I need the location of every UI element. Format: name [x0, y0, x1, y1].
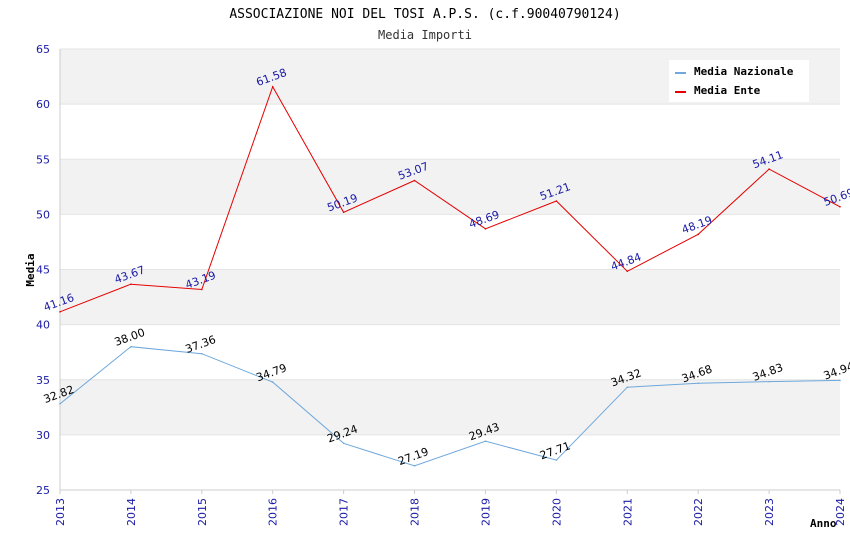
grid-band	[60, 379, 840, 435]
y-tick-label: 55	[36, 153, 50, 166]
data-point	[484, 228, 487, 230]
x-tick-label: 2013	[54, 498, 67, 526]
x-axis-title: Anno	[810, 517, 837, 530]
data-point	[768, 380, 770, 383]
data-point	[697, 233, 699, 236]
grid-band	[60, 434, 840, 490]
series-line-media-ente	[59, 85, 841, 313]
y-tick-label: 25	[36, 484, 50, 497]
data-point	[201, 288, 203, 291]
series-line-media-nazionale	[59, 346, 841, 467]
data-point	[130, 283, 132, 285]
x-tick-label: 2019	[479, 498, 492, 526]
x-tick-label: 2023	[763, 498, 776, 526]
data-point	[130, 345, 132, 348]
x-tick-label: 2015	[196, 498, 209, 526]
legend-label-media-nazionale: Media Nazionale	[694, 65, 794, 78]
data-point	[413, 179, 416, 182]
x-tick-label: 2021	[621, 498, 634, 526]
grid-band	[60, 324, 840, 380]
y-tick-label: 45	[36, 264, 50, 277]
data-point	[413, 465, 416, 467]
y-tick-labels: 25 30 35 40 45 50 55 60 65	[36, 43, 50, 497]
data-point	[342, 211, 345, 214]
data-point	[768, 168, 770, 170]
x-tick-label: 2022	[692, 498, 705, 526]
y-tick-label: 60	[36, 98, 50, 111]
x-tick-label: 2014	[125, 498, 138, 526]
y-tick-label: 50	[36, 208, 50, 221]
data-point	[839, 379, 841, 382]
data-point	[342, 442, 345, 445]
data-point	[839, 205, 841, 208]
data-point	[271, 381, 274, 383]
x-tick-label: 2018	[409, 498, 422, 526]
y-tick-label: 30	[36, 429, 50, 442]
grid-band	[60, 214, 840, 270]
axes	[59, 49, 841, 494]
x-tick-labels: 2013 2014 2015 2016 2017 2018 2019 2020 2021 2022…	[54, 498, 847, 526]
x-tick-label: 2017	[338, 498, 351, 526]
data-point	[555, 200, 558, 202]
data-point	[59, 311, 61, 313]
data-point	[201, 352, 203, 355]
legend-box	[669, 60, 809, 102]
data-point	[626, 386, 629, 389]
y-tick-label: 40	[36, 319, 50, 332]
data-point	[626, 270, 629, 273]
x-tick-label: 2024	[834, 498, 847, 526]
x-tick-label: 2016	[267, 498, 280, 526]
y-tick-label: 65	[36, 43, 50, 56]
chart-subtitle: Media Importi	[378, 28, 472, 42]
data-point	[484, 440, 487, 442]
grid-band	[60, 269, 840, 325]
data-point	[59, 402, 61, 405]
grid-band	[60, 159, 840, 215]
grid-band	[60, 104, 840, 160]
legend: Media Nazionale Media Ente	[669, 60, 809, 102]
y-tick-label: 35	[36, 374, 50, 387]
legend-label-media-ente: Media Ente	[694, 84, 761, 97]
series-lines	[59, 85, 841, 467]
chart-title: ASSOCIAZIONE NOI DEL TOSI A.P.S. (c.f.90…	[229, 7, 620, 22]
data-point	[697, 382, 699, 385]
data-point	[271, 85, 274, 88]
y-axis-title: Media	[24, 253, 37, 286]
grid-bands	[60, 48, 840, 491]
x-tick-label: 2020	[550, 498, 563, 526]
data-point	[555, 459, 558, 461]
